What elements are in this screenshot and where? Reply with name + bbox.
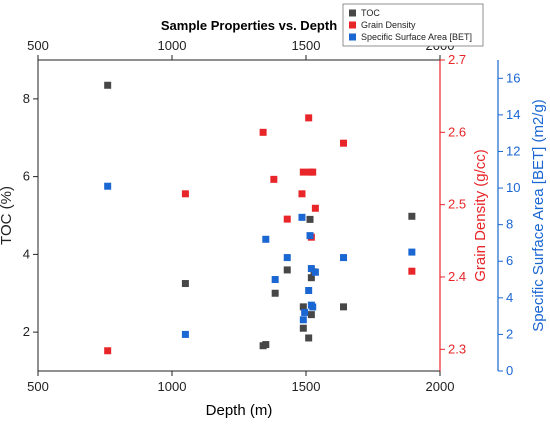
far-right-y-tick-label: 8 — [506, 217, 513, 232]
specific-surface-area-bet-point — [305, 287, 313, 295]
left-y-axis-label: TOC (%) — [0, 186, 15, 245]
legend-swatch-grain-density — [349, 21, 356, 29]
specific-surface-area-bet-point — [301, 308, 309, 316]
grain-density-point — [270, 175, 278, 183]
grain-density-point — [283, 215, 291, 223]
legend-label-toc: TOC — [361, 8, 380, 18]
right-y-tick-label: 2.7 — [448, 52, 466, 67]
toc-point — [307, 274, 315, 282]
legend-box — [342, 3, 484, 47]
chart-title: Sample Properties vs. Depth — [161, 18, 337, 33]
toc-point — [262, 341, 270, 349]
x-tick-label-bottom: 1000 — [158, 379, 187, 394]
toc-point — [306, 215, 314, 223]
marks-layer — [104, 81, 416, 355]
x-tick-label-top: 500 — [27, 38, 49, 53]
far-right-y-tick-label: 16 — [506, 70, 520, 85]
toc-point — [340, 303, 348, 311]
specific-surface-area-bet-point — [283, 254, 291, 262]
far-right-y-tick-label: 0 — [506, 363, 513, 378]
specific-surface-area-bet-point — [298, 213, 306, 221]
legend-swatch-toc — [349, 9, 356, 17]
toc-point — [299, 303, 307, 311]
toc-point — [408, 212, 416, 220]
far-right-y-tick-label: 2 — [506, 326, 513, 341]
toc-point — [305, 334, 313, 342]
far-right-y-tick-label: 12 — [506, 143, 520, 158]
specific-surface-area-bet-point — [307, 265, 315, 273]
legend: TOC Grain Density Specific Surface Area [B… — [342, 3, 484, 47]
toc-point — [283, 266, 291, 274]
grain-density-point — [309, 168, 317, 176]
far-right-y-tick-label: 14 — [506, 107, 520, 122]
specific-surface-area-bet-point — [306, 232, 314, 240]
x-tick-label-top: 1000 — [158, 38, 187, 53]
left-y-tick-label: 4 — [23, 246, 30, 261]
grain-density-point — [305, 114, 313, 122]
specific-surface-area-bet-point — [299, 316, 307, 324]
grain-density-point — [408, 267, 416, 275]
right-y-tick-label: 2.6 — [448, 124, 466, 139]
x-axis-label: Depth (m) — [206, 402, 273, 419]
grain-density-point — [259, 128, 267, 136]
left-y-tick-label: 6 — [23, 169, 30, 184]
right-y-tick-label: 2.3 — [448, 341, 466, 356]
grain-density-point — [181, 190, 189, 198]
far-right-y-axis-label: Specific Surface Area [BET] (m2/g) — [530, 99, 547, 332]
far-right-y-tick-label: 10 — [506, 180, 520, 195]
grain-density-point — [104, 347, 112, 355]
plot-frame — [37, 59, 441, 372]
plot-area-border — [37, 59, 441, 372]
x-tick-label-bottom: 2000 — [426, 379, 455, 394]
specific-surface-area-bet-point — [271, 276, 279, 284]
legend-swatch-specific-surface-area-bet — [349, 33, 356, 41]
specific-surface-area-bet-point — [408, 248, 416, 256]
grain-density-point — [298, 190, 306, 198]
specific-surface-area-bet-point — [311, 268, 319, 276]
toc-point — [271, 289, 279, 297]
right-y-tick-label: 2.5 — [448, 197, 466, 212]
right-y-axis-label: Grain Density (g/cc) — [472, 149, 489, 282]
x-tick-label-top: 1500 — [292, 38, 321, 53]
specific-surface-area-bet-point — [181, 330, 189, 338]
tick-layer: 50050010001000150015002000200024682.32.4… — [23, 38, 521, 394]
x-tick-label-bottom: 1500 — [292, 379, 321, 394]
toc-point — [299, 324, 307, 332]
grain-density-point — [299, 168, 307, 176]
toc-point — [104, 81, 112, 89]
grain-density-point — [340, 139, 348, 147]
specific-surface-area-bet-point — [104, 182, 112, 190]
toc-point — [181, 280, 189, 288]
grain-density-point — [311, 204, 319, 212]
far-right-y-tick-label: 4 — [506, 290, 513, 305]
specific-surface-area-bet-point — [340, 254, 348, 262]
legend-label-specific-surface-area-bet: Specific Surface Area [BET] — [361, 32, 472, 42]
right-y-tick-label: 2.4 — [448, 269, 466, 284]
x-tick-label-bottom: 500 — [27, 379, 49, 394]
left-y-tick-label: 8 — [23, 91, 30, 106]
specific-surface-area-bet-point — [262, 235, 270, 243]
legend-label-grain-density: Grain Density — [361, 20, 416, 30]
left-y-tick-label: 2 — [23, 324, 30, 339]
specific-surface-area-bet-point — [309, 303, 317, 311]
far-right-y-tick-label: 6 — [506, 253, 513, 268]
toc-point — [307, 311, 315, 319]
